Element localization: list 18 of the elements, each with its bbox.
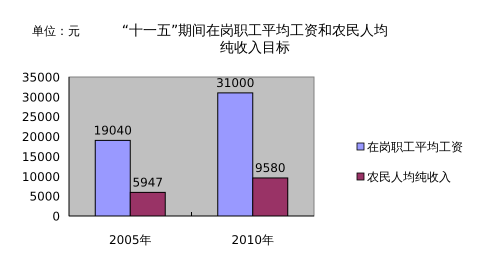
data-label: 5947 <box>132 175 164 190</box>
legend-label: 农民人均纯收入 <box>367 170 451 184</box>
y-tick-label: 30000 <box>22 90 60 104</box>
data-label: 31000 <box>216 76 254 90</box>
y-tick-label: 20000 <box>22 130 60 144</box>
data-label: 9580 <box>254 160 286 175</box>
title: “十一五”期间在岗职工平均工资和农民人均纯收入目标 <box>122 23 388 56</box>
y-tick-label: 0 <box>52 210 60 224</box>
y-tick-label: 35000 <box>22 70 60 84</box>
y-tick-label: 10000 <box>22 170 60 184</box>
text: 单位：元 <box>32 24 80 38</box>
y-tick-label: 5000 <box>29 190 60 204</box>
y-tick-label: 15000 <box>22 150 60 164</box>
legend-label: 在岗职工平均工资 <box>367 140 463 154</box>
x-tick-label: 2005年 <box>108 233 152 247</box>
y-tick-label: 25000 <box>22 110 60 124</box>
x-tick-label: 2010年 <box>231 233 274 247</box>
data-label: 19040 <box>94 123 132 138</box>
